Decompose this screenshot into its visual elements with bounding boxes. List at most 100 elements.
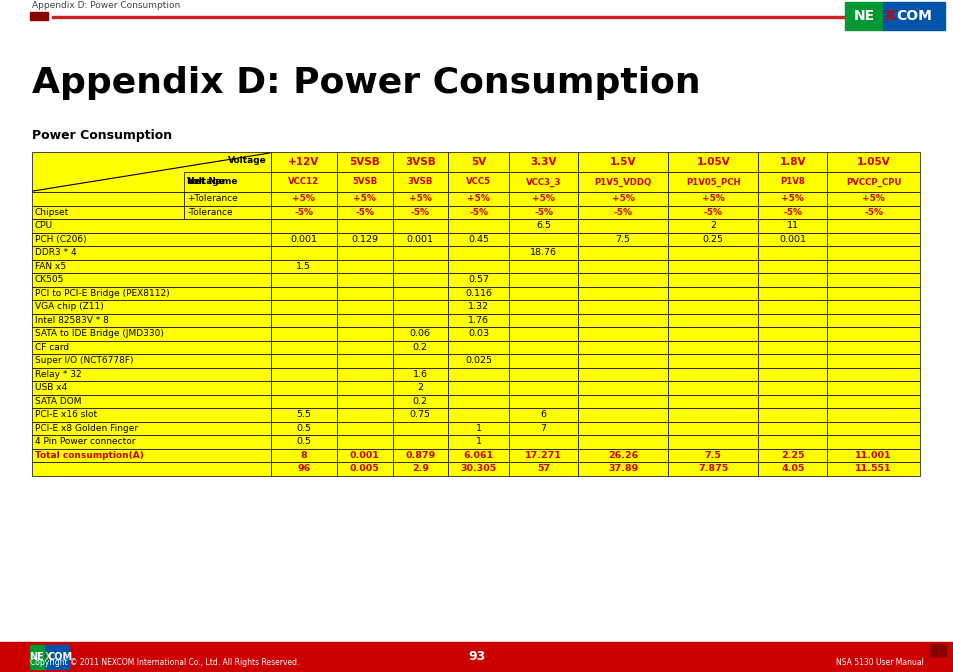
Text: +5%: +5% bbox=[532, 194, 555, 203]
Bar bbox=[271, 408, 336, 421]
Bar bbox=[32, 394, 271, 408]
Bar bbox=[667, 368, 758, 381]
Bar bbox=[826, 300, 919, 314]
Text: 2: 2 bbox=[709, 221, 716, 230]
Bar bbox=[826, 152, 919, 172]
Bar bbox=[448, 421, 509, 435]
Text: 0.25: 0.25 bbox=[702, 235, 723, 244]
Bar bbox=[667, 462, 758, 476]
Bar bbox=[336, 259, 392, 273]
Bar bbox=[667, 219, 758, 233]
Bar bbox=[667, 206, 758, 219]
Bar bbox=[758, 259, 826, 273]
Bar bbox=[667, 246, 758, 259]
Bar bbox=[509, 273, 578, 286]
Bar bbox=[509, 394, 578, 408]
Bar bbox=[392, 421, 448, 435]
Bar bbox=[758, 435, 826, 448]
Bar bbox=[336, 206, 392, 219]
Bar bbox=[271, 368, 336, 381]
Text: 0.45: 0.45 bbox=[468, 235, 489, 244]
Text: 0.001: 0.001 bbox=[290, 235, 316, 244]
Bar bbox=[667, 300, 758, 314]
Bar bbox=[509, 314, 578, 327]
Text: 0.75: 0.75 bbox=[410, 410, 431, 419]
Text: 0.2: 0.2 bbox=[413, 343, 427, 351]
Text: +12V: +12V bbox=[288, 157, 319, 167]
Text: 1.8V: 1.8V bbox=[779, 157, 805, 167]
Bar bbox=[271, 300, 336, 314]
Text: 3VSB: 3VSB bbox=[407, 177, 433, 187]
Bar bbox=[509, 259, 578, 273]
Bar bbox=[271, 192, 336, 206]
Bar bbox=[448, 259, 509, 273]
Text: USB x4: USB x4 bbox=[35, 383, 67, 392]
Bar bbox=[271, 462, 336, 476]
Text: +5%: +5% bbox=[781, 194, 803, 203]
Bar bbox=[336, 314, 392, 327]
Text: 6: 6 bbox=[540, 410, 546, 419]
Bar bbox=[52, 16, 896, 18]
Bar bbox=[578, 394, 667, 408]
Bar bbox=[882, 2, 944, 30]
Text: 0.001: 0.001 bbox=[406, 235, 434, 244]
Text: +5%: +5% bbox=[292, 194, 314, 203]
Bar bbox=[758, 327, 826, 341]
Bar bbox=[448, 327, 509, 341]
Text: 2.25: 2.25 bbox=[781, 451, 803, 460]
Bar bbox=[667, 233, 758, 246]
Bar bbox=[578, 172, 667, 192]
Bar bbox=[32, 314, 271, 327]
Text: Total consumption(A): Total consumption(A) bbox=[35, 451, 144, 460]
Text: NE: NE bbox=[30, 652, 45, 662]
Bar bbox=[336, 300, 392, 314]
Text: P1V8: P1V8 bbox=[780, 177, 804, 187]
Text: 1: 1 bbox=[476, 437, 481, 446]
Bar bbox=[578, 408, 667, 421]
Bar bbox=[271, 233, 336, 246]
Text: 0.03: 0.03 bbox=[468, 329, 489, 338]
Bar bbox=[826, 408, 919, 421]
Bar bbox=[826, 259, 919, 273]
Text: 8: 8 bbox=[300, 451, 307, 460]
Text: FAN x5: FAN x5 bbox=[35, 262, 66, 271]
Bar bbox=[826, 421, 919, 435]
Text: 11: 11 bbox=[786, 221, 798, 230]
Text: 3VSB: 3VSB bbox=[404, 157, 436, 167]
Bar bbox=[392, 368, 448, 381]
Bar bbox=[758, 233, 826, 246]
Bar bbox=[336, 246, 392, 259]
Text: 1.76: 1.76 bbox=[468, 316, 489, 325]
Bar bbox=[0, 642, 953, 672]
Bar bbox=[826, 327, 919, 341]
Bar bbox=[336, 327, 392, 341]
Bar bbox=[826, 341, 919, 354]
Bar bbox=[509, 421, 578, 435]
Bar bbox=[336, 448, 392, 462]
Bar bbox=[667, 327, 758, 341]
Bar bbox=[448, 354, 509, 368]
Bar bbox=[392, 286, 448, 300]
Bar bbox=[184, 206, 271, 219]
Bar bbox=[392, 394, 448, 408]
Bar bbox=[578, 286, 667, 300]
Bar bbox=[392, 354, 448, 368]
Text: 17.271: 17.271 bbox=[524, 451, 561, 460]
Bar bbox=[271, 286, 336, 300]
Text: 0.005: 0.005 bbox=[350, 464, 379, 473]
Text: X: X bbox=[45, 652, 52, 662]
Text: +5%: +5% bbox=[409, 194, 432, 203]
Text: 26.26: 26.26 bbox=[607, 451, 638, 460]
Text: 6.061: 6.061 bbox=[463, 451, 494, 460]
Bar bbox=[271, 246, 336, 259]
Bar bbox=[392, 172, 448, 192]
Text: Relay * 32: Relay * 32 bbox=[35, 370, 82, 379]
Text: Intel 82583V * 8: Intel 82583V * 8 bbox=[35, 316, 109, 325]
Bar bbox=[392, 192, 448, 206]
Text: VCC3_3: VCC3_3 bbox=[525, 177, 560, 187]
Text: 30.305: 30.305 bbox=[460, 464, 497, 473]
Bar bbox=[392, 435, 448, 448]
Bar bbox=[578, 192, 667, 206]
Text: 0.116: 0.116 bbox=[465, 289, 492, 298]
Bar bbox=[509, 286, 578, 300]
